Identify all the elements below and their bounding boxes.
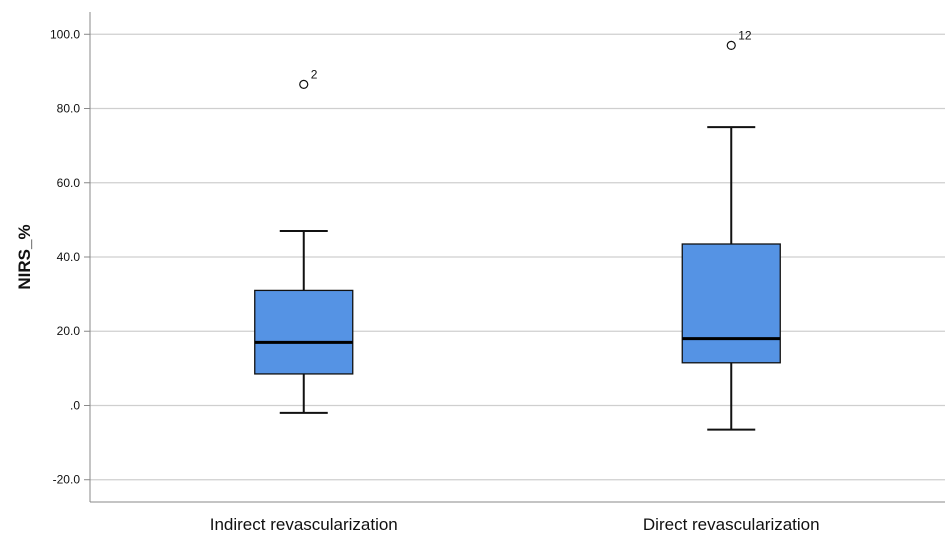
outlier-label: 2 <box>311 67 318 81</box>
y-tick-label: 100.0 <box>50 27 80 41</box>
iqr-box <box>254 289 354 375</box>
y-tick-label: -20.0 <box>53 473 81 487</box>
y-tick-label: 40.0 <box>57 250 81 264</box>
y-axis-ticks: -20.0 .0 20.0 40.0 60.0 80.0 100.0 <box>50 27 90 487</box>
x-axis-categories: Indirect revascularization Direct revascu… <box>210 515 820 534</box>
gridlines <box>90 33 945 481</box>
y-axis-title: NIRS_% <box>15 224 34 289</box>
iqr-box <box>681 243 781 364</box>
y-tick-label: 60.0 <box>57 176 81 190</box>
box-group: 12 <box>681 28 781 431</box>
x-category-label: Direct revascularization <box>643 515 820 534</box>
outlier-label: 12 <box>738 28 752 42</box>
x-category-label: Indirect revascularization <box>210 515 398 534</box>
outlier-point <box>299 79 309 89</box>
y-tick-label: 80.0 <box>57 102 81 116</box>
y-tick-label: .0 <box>70 398 80 412</box>
boxes: 2 12 <box>254 28 781 431</box>
box-group: 2 <box>254 67 354 414</box>
outlier-point <box>726 40 736 51</box>
y-tick-label: 20.0 <box>57 324 81 338</box>
